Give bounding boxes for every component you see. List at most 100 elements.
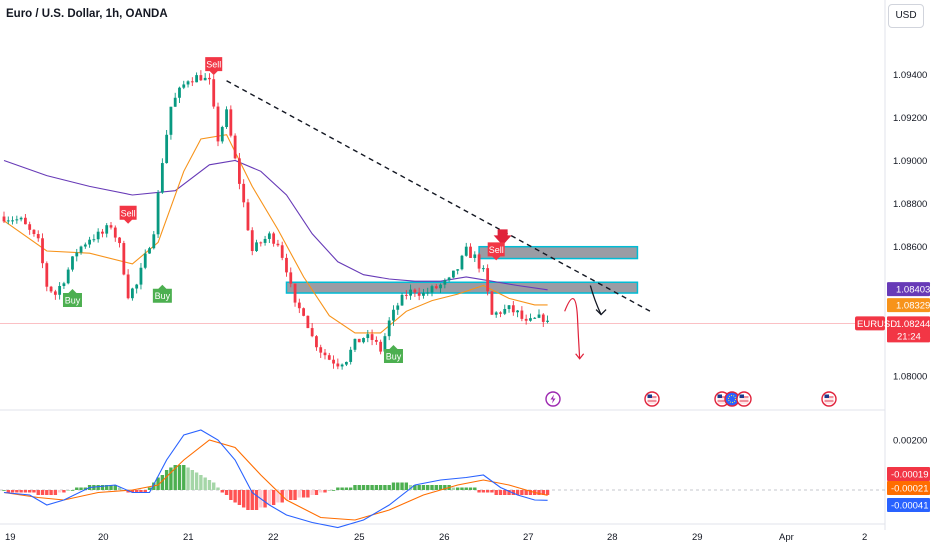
candle-body — [53, 291, 57, 295]
macd-histogram-bar — [464, 487, 468, 490]
candle-body — [242, 183, 246, 203]
candle-body — [349, 349, 353, 362]
candle-body — [109, 225, 113, 228]
macd-histogram-bar — [378, 485, 383, 490]
candle-body — [400, 294, 404, 306]
currency-button[interactable]: USD — [888, 4, 924, 28]
macd-histogram-bar — [49, 490, 53, 495]
us-flag-icon[interactable] — [821, 391, 837, 407]
candle-body — [456, 269, 460, 271]
macd-histogram-bar — [520, 490, 524, 495]
macd-histogram-bar — [344, 487, 349, 490]
macd-histogram-bar — [229, 490, 233, 500]
macd-histogram-bar — [455, 487, 460, 490]
macd-histogram-bar — [387, 485, 391, 490]
price-tick-label: 1.08000 — [893, 371, 927, 382]
macd-histogram-bar — [284, 490, 289, 500]
macd-histogram-bar — [374, 485, 379, 490]
eu-flag-icon[interactable] — [724, 391, 740, 407]
candle-body — [345, 361, 348, 365]
macd-value-tag-label: -0.00021 — [891, 484, 929, 495]
lightning-icon[interactable] — [545, 391, 561, 407]
candle-body — [387, 320, 391, 337]
macd-histogram-bar — [383, 485, 387, 490]
candle-body — [460, 255, 464, 270]
candle-body — [486, 268, 490, 292]
candle-body — [11, 220, 14, 222]
candle-body — [379, 341, 383, 352]
macd-histogram-bar — [75, 487, 79, 490]
candle-body — [212, 79, 216, 107]
candle-body — [101, 231, 104, 234]
macd-histogram-bar — [57, 490, 62, 493]
candle-body — [246, 202, 250, 231]
buy-signal-badge — [152, 284, 172, 303]
candle-body — [392, 309, 395, 321]
time-tick-label: 28 — [607, 532, 618, 543]
candle-body — [66, 269, 70, 284]
sell-signal-label: Sell — [206, 60, 221, 70]
macd-histogram-bar — [357, 485, 361, 490]
candle-body — [280, 245, 284, 258]
candle-body — [229, 109, 233, 136]
candle-body — [233, 135, 237, 159]
candle-body — [481, 268, 485, 270]
macd-histogram-bar — [105, 485, 109, 490]
candle-body — [250, 230, 254, 252]
candle-body — [6, 220, 10, 222]
macd-histogram-bar — [507, 490, 511, 495]
macd-histogram-bar — [331, 490, 336, 491]
macd-histogram-bar — [503, 490, 507, 495]
macd-histogram-bar — [207, 480, 212, 490]
candle-body — [41, 238, 44, 264]
macd-histogram-bar — [323, 490, 327, 493]
macd-histogram-bar — [224, 490, 229, 495]
candle-body — [332, 359, 335, 364]
candle-body — [36, 234, 40, 239]
ema-slow-line — [3, 159, 548, 291]
candle-body — [383, 336, 387, 352]
macd-line — [3, 429, 548, 529]
candle-body — [422, 292, 425, 296]
macd-histogram-bar — [413, 485, 417, 490]
candle-body — [45, 263, 49, 287]
lightning-shape — [550, 394, 556, 404]
macd-histogram-bar — [361, 485, 366, 490]
candle-body — [285, 257, 288, 273]
candle-body — [49, 286, 53, 292]
candle-body — [169, 106, 173, 135]
macd-histogram-bar — [353, 485, 357, 490]
macd-histogram-bar — [434, 485, 438, 490]
candle-body — [225, 109, 228, 128]
candle-body — [118, 237, 121, 244]
us-flag-icon[interactable] — [644, 391, 660, 407]
candle-body — [541, 314, 545, 322]
candle-body — [396, 305, 400, 310]
candle-body — [272, 233, 276, 244]
price-tick-label: 1.08600 — [893, 242, 927, 253]
moving-averages — [3, 134, 548, 334]
candle-body — [494, 312, 498, 315]
macd-histogram-bar — [460, 487, 464, 490]
macd-histogram-bar — [19, 490, 23, 493]
candle-body — [507, 305, 511, 310]
candle-body — [28, 224, 32, 230]
candle-body — [404, 294, 408, 296]
candle-body — [19, 217, 23, 220]
candle-body — [362, 338, 365, 343]
projection-arrow-red — [564, 298, 581, 359]
macd-histogram-bar — [53, 490, 58, 495]
us-flag-icon[interactable] — [736, 391, 752, 407]
candle-body — [32, 229, 36, 235]
macd-histogram-bar — [160, 475, 165, 490]
candle-body — [267, 233, 271, 239]
eu-stars — [728, 395, 736, 403]
macd-value-tag-bg — [887, 498, 930, 512]
macd-histogram-bar — [194, 472, 199, 490]
candle-body — [353, 338, 357, 350]
macd-histogram-bar — [485, 490, 490, 493]
macd-histogram-bar — [537, 490, 541, 495]
macd-histogram-bar — [438, 485, 443, 490]
candle-body — [160, 163, 164, 193]
